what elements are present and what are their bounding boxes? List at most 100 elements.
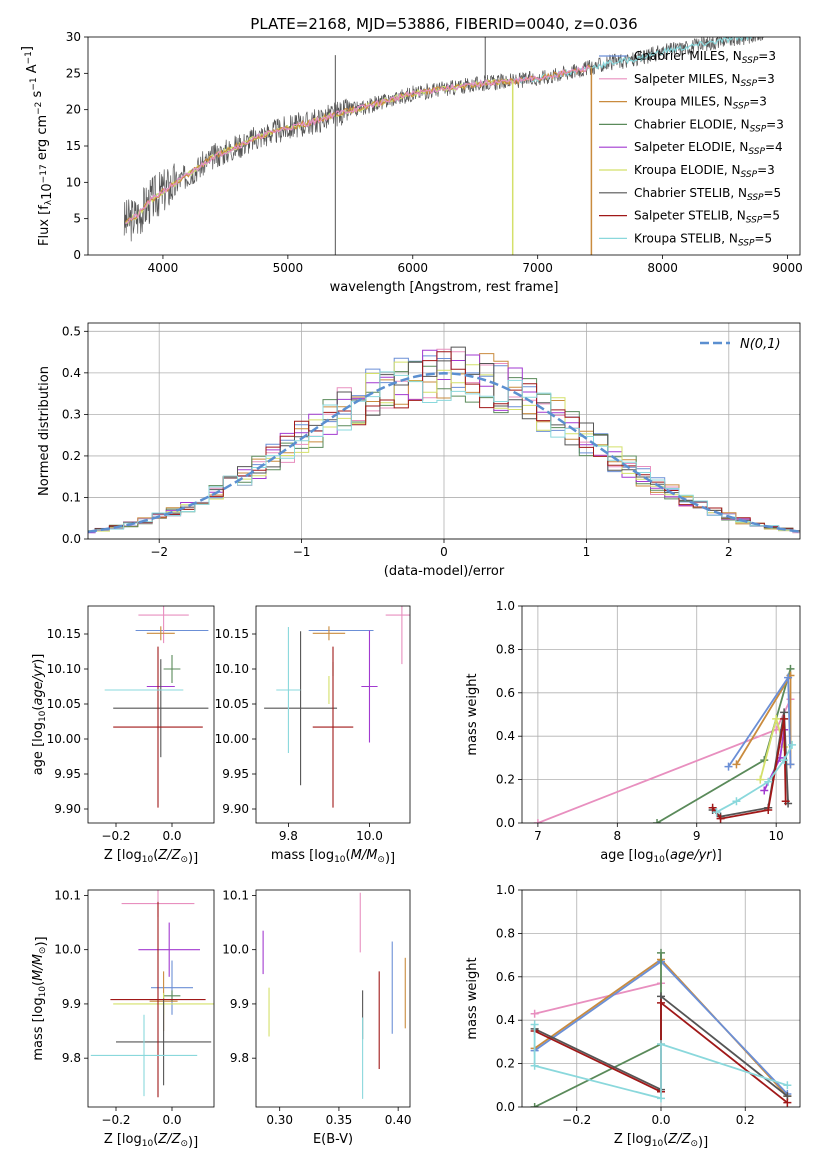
weight-marker <box>732 760 741 769</box>
age-vs-mass-plot-area <box>264 606 410 808</box>
weight-vs-age-panel: 7 8 9 10 0.0 0.2 0.4 0.6 0.8 1.0 age [log10(age/yr… <box>465 599 801 865</box>
y-tick-label: 0.3 <box>62 407 81 421</box>
y-tick-label: 10.10 <box>215 662 249 676</box>
axes-frame <box>87 889 215 1108</box>
y-tick-label: 10.0 <box>54 943 81 957</box>
x-tick-label: 0.2 <box>736 1113 755 1127</box>
y-tick-label: 0.4 <box>496 1013 515 1027</box>
weight-series <box>708 714 790 823</box>
age-vs-Z-xlabel: Z [log10(Z/Z⊙)] <box>104 848 198 866</box>
x-tick-label: 0.0 <box>162 829 181 843</box>
mass-vs-Z-xlabel: Z [log10(Z/Z⊙)] <box>104 1132 198 1150</box>
y-tick-label: 9.90 <box>222 802 249 816</box>
age-vs-mass-xlabel: mass [log10(M/M⊙)] <box>271 848 395 866</box>
y-tick-label: 0.8 <box>496 642 515 656</box>
axes-frame <box>255 889 411 1108</box>
weight-series <box>712 740 797 817</box>
age-vs-mass-panel: 9.8 10.0 9.90 9.95 10.00 10.05 10.10 10.15 mass … <box>215 605 411 866</box>
weight-marker <box>708 803 717 812</box>
y-tick-label: 0.6 <box>496 970 515 984</box>
x-tick-label: 8000 <box>647 261 678 275</box>
legend-label: Kroupa ELODIE, NSSP=3 <box>634 163 775 180</box>
model-spectrum <box>125 65 588 225</box>
weight-marker <box>760 786 769 795</box>
y-tick-label: 10.05 <box>215 697 249 711</box>
y-tick-label: 10.00 <box>47 732 81 746</box>
spectrum-xlabel: wavelength [Angstrom, rest frame] <box>330 280 559 295</box>
errorbar-point <box>264 631 338 786</box>
weight-marker <box>732 797 741 806</box>
errorbar-point <box>312 626 346 641</box>
weight-series <box>530 1020 792 1103</box>
age-vs-Z-plot-area <box>104 606 209 808</box>
x-tick-label: 0.40 <box>385 1113 412 1127</box>
weight-marker <box>530 1009 539 1018</box>
x-tick-label: 10 <box>769 829 784 843</box>
weight-marker <box>712 808 721 817</box>
x-tick-label: 6000 <box>397 261 428 275</box>
axes-frame <box>255 605 411 824</box>
normal-reference-curve <box>88 372 800 533</box>
x-tick-label: −0.2 <box>562 1113 591 1127</box>
weight-marker <box>756 775 765 784</box>
axes-frame <box>87 36 801 256</box>
axes-frame <box>87 605 215 824</box>
y-tick-label: 0.0 <box>496 816 515 830</box>
spectrum-plot-area <box>123 37 764 255</box>
legend: N(0,1) <box>700 337 781 352</box>
y-tick-label: 10.05 <box>47 697 81 711</box>
y-tick-label: 1.0 <box>496 599 515 613</box>
x-tick-label: 0.35 <box>326 1113 353 1127</box>
errorbar-point <box>90 1014 198 1097</box>
y-tick-label: 10.10 <box>47 662 81 676</box>
x-tick-label: 2 <box>725 545 733 559</box>
errorbar-point <box>138 922 200 977</box>
y-tick-label: 9.9 <box>230 997 249 1011</box>
x-tick-label: 5000 <box>273 261 304 275</box>
y-tick-label: 9.8 <box>62 1051 81 1065</box>
errorbar-point <box>276 627 301 753</box>
y-tick-label: 0.4 <box>496 729 515 743</box>
weight-vs-Z-ylabel: mass weight <box>465 957 480 1039</box>
weight-marker <box>781 797 790 806</box>
errorbar-point <box>151 960 193 1015</box>
weight-marker <box>786 760 795 769</box>
weight-series <box>653 664 795 823</box>
weight-series <box>533 695 795 823</box>
weight-series <box>708 708 793 821</box>
y-tick-label: 9.8 <box>230 1051 249 1065</box>
y-tick-label: 10.00 <box>215 732 249 746</box>
y-tick-label: 0.2 <box>496 773 515 787</box>
weight-marker <box>780 714 789 723</box>
errorbar-point <box>312 646 354 808</box>
weight-marker <box>772 714 781 723</box>
mass-vs-EBV-plot-area <box>262 892 406 1099</box>
y-tick-label: 15 <box>66 139 81 153</box>
axes-frame <box>521 889 801 1108</box>
residuals-plot-area <box>88 346 800 534</box>
y-tick-label: 20 <box>66 103 81 117</box>
y-tick-label: 10.1 <box>222 888 249 902</box>
legend-label: Chabrier MILES, NSSP=3 <box>634 49 776 66</box>
legend-label: N(0,1) <box>740 337 781 352</box>
model-spectrum <box>125 64 591 223</box>
model-spectrum <box>125 64 591 225</box>
y-tick-label: 0 <box>73 248 81 262</box>
x-tick-label: 0.30 <box>266 1113 293 1127</box>
y-tick-label: 30 <box>66 30 81 44</box>
y-tick-label: 0.2 <box>62 449 81 463</box>
y-tick-label: 0.8 <box>496 926 515 940</box>
weight-marker <box>784 673 793 682</box>
weight-line <box>537 698 792 823</box>
weight-vs-Z-panel: −0.2 0.0 0.2 0.0 0.2 0.4 0.6 0.8 1.0 Z [log10(Z/Z… <box>465 883 801 1150</box>
weight-marker <box>530 1103 539 1107</box>
y-tick-label: 9.95 <box>222 767 249 781</box>
x-tick-label: −0.2 <box>101 1113 130 1127</box>
age-vs-Z-ylabel: age [log10(age/yr)] <box>31 654 48 776</box>
legend: Chabrier MILES, NSSP=3 Salpeter MILES, NS… <box>599 49 784 248</box>
mass-vs-EBV-panel: 0.30 0.35 0.40 9.8 9.9 10.0 10.1 E(B-V) <box>222 888 411 1147</box>
x-tick-label: 7 <box>534 829 542 843</box>
weight-marker <box>780 756 789 765</box>
x-tick-label: 0 <box>440 545 448 559</box>
